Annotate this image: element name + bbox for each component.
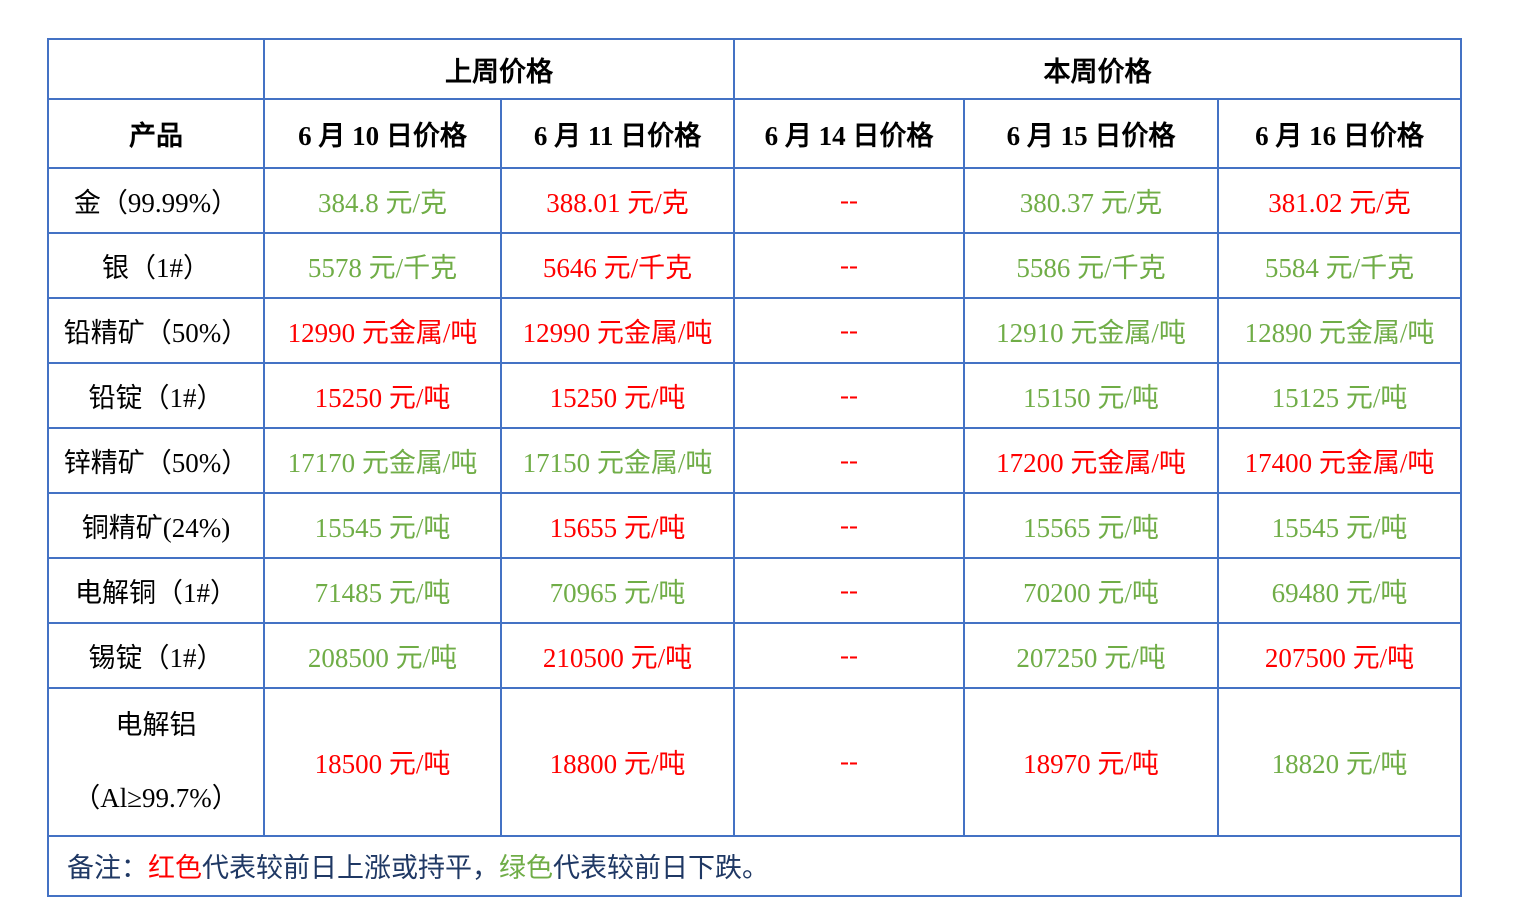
- price-cell: 12890 元金属/吨: [1216, 297, 1463, 364]
- price-cell: 69480 元/吨: [1216, 557, 1463, 624]
- price-cell: --: [733, 622, 965, 689]
- header-this-week: 本周价格: [732, 38, 1463, 100]
- product-cell: 铅精矿（50%）: [47, 297, 265, 364]
- price-cell: 5584 元/千克: [1216, 232, 1463, 299]
- note-red-word: 红色: [148, 853, 202, 884]
- price-cell: 15250 元/吨: [263, 362, 502, 429]
- product-cell: 锡锭（1#）: [47, 622, 265, 689]
- price-cell: 15125 元/吨: [1216, 362, 1463, 429]
- price-cell: --: [733, 362, 965, 429]
- price-cell: 18500 元/吨: [263, 687, 502, 837]
- price-cell: 70200 元/吨: [963, 557, 1219, 624]
- price-cell: 210500 元/吨: [500, 622, 735, 689]
- price-cell: 384.8 元/克: [263, 167, 502, 234]
- price-cell: 5578 元/千克: [263, 232, 502, 299]
- price-cell: --: [733, 557, 965, 624]
- price-cell: 70965 元/吨: [500, 557, 735, 624]
- price-cell: 208500 元/吨: [263, 622, 502, 689]
- note-green-word: 绿色: [499, 853, 553, 884]
- price-cell: 17200 元金属/吨: [963, 427, 1219, 494]
- table-row: 金（99.99%） 384.8 元/克 388.01 元/克 -- 380.37 元/克…: [47, 167, 1463, 234]
- price-cell: 18820 元/吨: [1216, 687, 1463, 837]
- price-cell: 15545 元/吨: [1216, 492, 1463, 559]
- column-header-date: 6 月 14 日价格: [733, 98, 965, 169]
- price-cell: 15565 元/吨: [963, 492, 1219, 559]
- column-header-product: 产品: [47, 98, 265, 169]
- price-cell: 17170 元金属/吨: [263, 427, 502, 494]
- product-cell: 铜精矿(24%): [47, 492, 265, 559]
- price-cell: 207500 元/吨: [1216, 622, 1463, 689]
- note-prefix: 备注：: [67, 853, 148, 884]
- price-cell: 18970 元/吨: [963, 687, 1219, 837]
- price-cell: 5586 元/千克: [963, 232, 1219, 299]
- column-header-date: 6 月 11 日价格: [500, 98, 735, 169]
- product-cell: 铅锭（1#）: [47, 362, 265, 429]
- price-cell: 18800 元/吨: [500, 687, 735, 837]
- price-cell: --: [733, 297, 965, 364]
- metal-price-table: 上周价格 本周价格 产品 6 月 10 日价格 6 月 11 日价格 6 月 1…: [46, 38, 1463, 897]
- price-cell: 381.02 元/克: [1216, 167, 1463, 234]
- price-cell: --: [733, 492, 965, 559]
- price-cell: 17150 元金属/吨: [500, 427, 735, 494]
- blank-corner-cell: [47, 38, 265, 100]
- table-row: 铅锭（1#） 15250 元/吨 15250 元/吨 -- 15150 元/吨 15125…: [47, 362, 1463, 429]
- price-cell: 15655 元/吨: [500, 492, 735, 559]
- price-cell: 380.37 元/克: [963, 167, 1219, 234]
- table-header: 上周价格 本周价格 产品 6 月 10 日价格 6 月 11 日价格 6 月 1…: [47, 38, 1463, 169]
- price-cell: --: [733, 232, 965, 299]
- product-cell: 锌精矿（50%）: [47, 427, 265, 494]
- price-cell: 15150 元/吨: [963, 362, 1219, 429]
- table-row: 锡锭（1#） 208500 元/吨 210500 元/吨 -- 207250 元/吨 20…: [47, 622, 1463, 689]
- product-cell: 电解铜（1#）: [47, 557, 265, 624]
- note-cell: 备注：红色代表较前日上涨或持平，绿色代表较前日下跌。: [46, 834, 1463, 897]
- table-footer: 备注：红色代表较前日上涨或持平，绿色代表较前日下跌。: [46, 834, 1463, 897]
- note-row: 备注：红色代表较前日上涨或持平，绿色代表较前日下跌。: [46, 834, 1463, 897]
- price-cell: 71485 元/吨: [263, 557, 502, 624]
- column-header-row: 产品 6 月 10 日价格 6 月 11 日价格 6 月 14 日价格 6 月 …: [47, 98, 1463, 169]
- price-cell: 15545 元/吨: [263, 492, 502, 559]
- header-last-week: 上周价格: [263, 38, 735, 100]
- week-group-row: 上周价格 本周价格: [47, 38, 1463, 100]
- product-cell: 金（99.99%）: [47, 167, 265, 234]
- price-cell: --: [733, 427, 965, 494]
- table-row: 电解铝（Al≥99.7%） 18500 元/吨 18800 元/吨 -- 18970 元…: [47, 687, 1463, 837]
- price-cell: 207250 元/吨: [963, 622, 1219, 689]
- price-cell: --: [733, 167, 965, 234]
- price-cell: --: [733, 687, 965, 837]
- table-row: 电解铜（1#） 71485 元/吨 70965 元/吨 -- 70200 元/吨 6948…: [47, 557, 1463, 624]
- note-mid: 代表较前日上涨或持平，: [202, 853, 499, 884]
- price-cell: 5646 元/千克: [500, 232, 735, 299]
- table-row: 银（1#） 5578 元/千克 5646 元/千克 -- 5586 元/千克 5584 元…: [47, 232, 1463, 299]
- product-cell: 电解铝（Al≥99.7%）: [47, 687, 265, 837]
- note-suffix: 代表较前日下跌。: [553, 853, 769, 884]
- column-header-date: 6 月 15 日价格: [963, 98, 1219, 169]
- product-cell: 银（1#）: [47, 232, 265, 299]
- table-row: 锌精矿（50%） 17170 元金属/吨 17150 元金属/吨 -- 17200 元金…: [47, 427, 1463, 494]
- column-header-date: 6 月 16 日价格: [1216, 98, 1463, 169]
- price-cell: 17400 元金属/吨: [1216, 427, 1463, 494]
- price-cell: 12910 元金属/吨: [963, 297, 1219, 364]
- price-cell: 12990 元金属/吨: [500, 297, 735, 364]
- column-header-date: 6 月 10 日价格: [263, 98, 502, 169]
- price-cell: 388.01 元/克: [500, 167, 735, 234]
- table-row: 铜精矿(24%) 15545 元/吨 15655 元/吨 -- 15565 元/吨 155…: [47, 492, 1463, 559]
- price-table-body: 金（99.99%） 384.8 元/克 388.01 元/克 -- 380.37 元/克…: [47, 167, 1463, 837]
- price-cell: 15250 元/吨: [500, 362, 735, 429]
- price-cell: 12990 元金属/吨: [263, 297, 502, 364]
- table-row: 铅精矿（50%） 12990 元金属/吨 12990 元金属/吨 -- 12910 元金…: [47, 297, 1463, 364]
